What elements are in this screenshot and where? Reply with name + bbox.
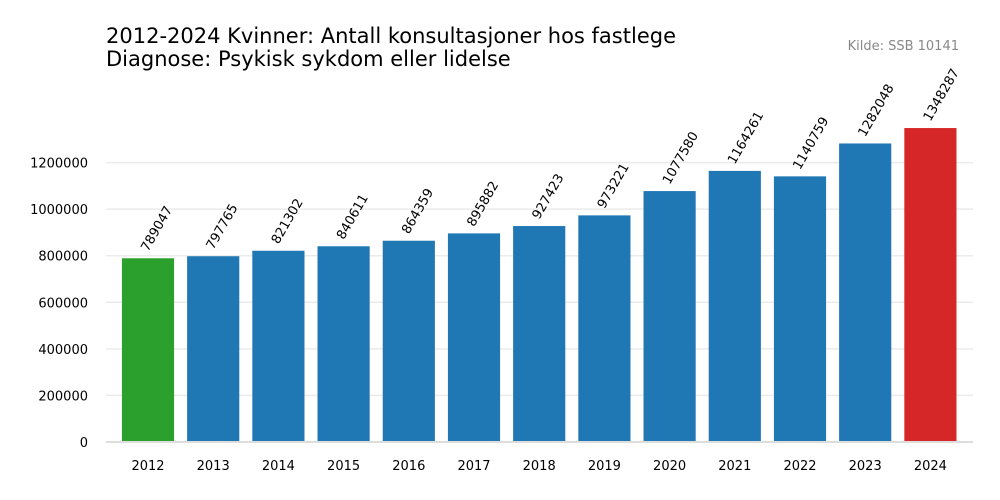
value-label: 821302 [269,196,307,246]
bar [708,170,761,443]
value-label: 1164261 [725,109,767,167]
y-tick-label: 1200000 [30,157,88,172]
y-tick-label: 0 [80,436,88,451]
bar [773,176,827,442]
value-label: 895882 [464,179,502,229]
x-tick-label: 2014 [262,459,295,474]
x-tick-label: 2017 [457,459,490,474]
x-tick-label: 2022 [783,459,816,474]
x-tick-label: 2020 [653,459,686,474]
y-tick-label: 800000 [38,250,88,265]
y-tick-label: 600000 [38,296,88,311]
y-tick-label: 1000000 [30,203,88,218]
value-label: 1140759 [790,115,832,173]
value-label: 973221 [595,161,633,211]
y-tick-label: 400000 [38,343,88,358]
x-tick-label: 2019 [588,459,621,474]
x-tick-label: 2013 [197,459,230,474]
x-tick-label: 2012 [131,459,164,474]
value-label: 1077580 [660,129,702,187]
bar [839,143,892,442]
bar [187,256,240,442]
chart-subtitle: Diagnose: Psykisk sykdom eller lidelse [106,47,511,71]
x-tick-label: 2023 [849,459,882,474]
bar [317,246,370,442]
x-tick-label: 2021 [718,459,751,474]
x-tick-label: 2018 [523,459,556,474]
value-label: 864359 [399,186,437,236]
bar [382,240,435,442]
bar [643,191,696,442]
bar [447,233,501,442]
source-note: Kilde: SSB 10141 [848,39,959,54]
bar [121,258,175,442]
bar [578,215,631,442]
value-label: 789047 [138,204,176,254]
bar [904,128,957,442]
y-tick-label: 200000 [38,389,88,404]
value-label: 1348287 [921,66,963,124]
bar [513,226,566,442]
value-label: 840611 [334,192,372,242]
x-tick-label: 2024 [914,459,947,474]
chart-title: 2012-2024 Kvinner: Antall konsultasjoner… [106,24,676,48]
value-label: 1282048 [856,82,898,140]
x-tick-label: 2015 [327,459,360,474]
x-tick-label: 2016 [392,459,425,474]
bar [252,250,305,442]
value-label: 927423 [530,172,568,222]
